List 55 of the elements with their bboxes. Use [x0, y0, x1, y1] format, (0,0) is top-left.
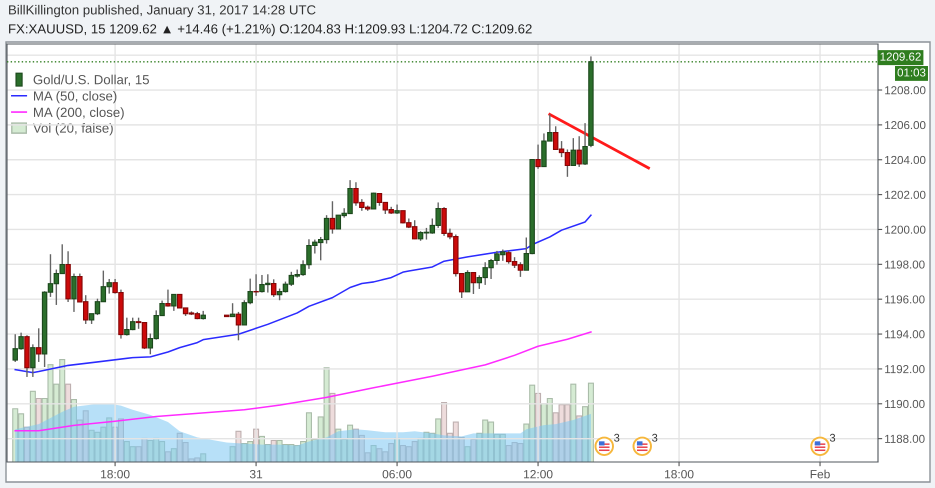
- legend-label: Gold/U.S. Dollar, 15: [34, 74, 149, 86]
- candlestick: [330, 200, 336, 234]
- line-series: [14, 331, 592, 432]
- candlestick: [370, 192, 376, 210]
- candlestick: [71, 272, 77, 313]
- chart-title: BillKillington published, January 31, 2017 14:28 UTC: [9, 4, 316, 18]
- x-tick-label: 12:00: [524, 470, 553, 478]
- bar: [164, 451, 171, 462]
- annotation: 3: [830, 434, 836, 442]
- y-tick-label: 1198.00: [885, 260, 925, 269]
- candlestick: [270, 278, 276, 298]
- y-tick-label: 1192.00: [885, 365, 925, 374]
- candlestick: [582, 122, 588, 166]
- y-tick-label: 1196.00: [885, 295, 925, 304]
- candlestick: [394, 204, 400, 215]
- chart-subtitle: FX:XAUUSD, 15 1209.62 ▲ +14.46 (+1.21%) O:1204.83 H:1209.93 L:1204.72 C:1209.62: [9, 24, 532, 36]
- bar: [570, 384, 576, 462]
- candlestick: [470, 272, 476, 295]
- y-tick-label: 1202.00: [885, 190, 926, 199]
- candlestick: [230, 302, 236, 318]
- candlestick: [30, 344, 36, 378]
- y-tick-label: 1188.00: [885, 434, 925, 443]
- bar: [70, 398, 77, 462]
- legend-label: MA (50, close): [34, 90, 116, 104]
- bar: [230, 446, 236, 462]
- annotation: 3: [614, 434, 620, 442]
- candlestick: [570, 137, 576, 166]
- y-tick-label: 1190.00: [885, 400, 925, 408]
- y-tick-label: 1208.00: [885, 86, 926, 94]
- annotation: 3: [652, 434, 658, 442]
- y-tick-label: 1200.00: [885, 226, 926, 234]
- candlestick: [253, 274, 259, 297]
- ref-line-label: 1209.62: [880, 52, 921, 61]
- x-tick-label: 18:00: [665, 470, 694, 478]
- bar: [370, 445, 377, 462]
- bar: [464, 446, 471, 462]
- y-tick-label: 1194.00: [885, 330, 925, 338]
- candlestick: [236, 311, 242, 342]
- candlestick: [535, 144, 541, 170]
- legend-label: MA (200, close): [34, 107, 124, 120]
- y-tick-label: 1206.00: [885, 121, 926, 130]
- text: 01:03: [898, 68, 926, 77]
- candlestick: [576, 136, 582, 168]
- candlestick: [36, 328, 42, 363]
- x-tick-label: Feb: [810, 470, 830, 478]
- x-tick-label: 06:00: [382, 470, 412, 478]
- candlestick: [464, 270, 470, 293]
- bar: [200, 453, 206, 462]
- line-series: [14, 214, 592, 374]
- y-tick-label: 1204.00: [885, 156, 926, 164]
- candlestick: [165, 288, 171, 308]
- candlestick: [171, 294, 177, 312]
- x-tick-label: 18:00: [101, 470, 130, 478]
- x-tick-label: 31: [250, 470, 262, 478]
- bar: [170, 448, 177, 462]
